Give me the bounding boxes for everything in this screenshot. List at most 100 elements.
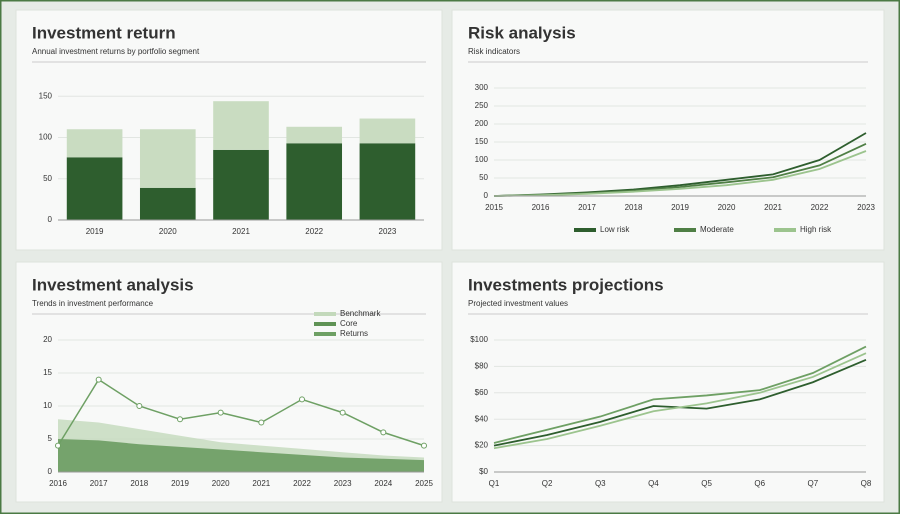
panel	[451, 261, 885, 503]
x-tick-label: 2016	[532, 203, 550, 212]
chart-subtitle: Annual investment returns by portfolio s…	[32, 47, 200, 56]
y-tick-label: $40	[475, 414, 489, 423]
y-tick-label: 20	[43, 335, 52, 344]
x-tick-label: 2017	[90, 479, 108, 488]
x-tick-label: 2017	[578, 203, 596, 212]
chart-subtitle: Projected investment values	[468, 299, 568, 308]
line	[493, 352, 867, 450]
chart-subtitle: Trends in investment performance	[32, 299, 154, 308]
x-tick-label: 2021	[232, 227, 250, 236]
point	[421, 442, 427, 449]
x-tick-label: 2022	[811, 203, 829, 212]
x-tick-label: 2018	[625, 203, 643, 212]
y-tick-label: 0	[48, 215, 53, 224]
panel	[451, 9, 885, 251]
x-tick-label: 2020	[159, 227, 177, 236]
bar	[66, 129, 123, 158]
point	[299, 396, 305, 403]
bar	[213, 101, 269, 150]
x-tick-label: 2019	[671, 203, 689, 212]
legend-swatch	[674, 228, 696, 232]
line	[493, 345, 867, 444]
x-tick-label: 2023	[334, 479, 352, 488]
x-tick-label: 2022	[293, 479, 311, 488]
bar	[139, 187, 196, 220]
x-tick-label: Q7	[808, 479, 819, 488]
x-tick-label: 2025	[415, 479, 433, 488]
y-tick-label: 150	[39, 91, 53, 100]
legend-label: Benchmark	[340, 309, 381, 318]
x-tick-label: 2021	[252, 479, 270, 488]
x-tick-label: Q6	[754, 479, 765, 488]
y-tick-label: 15	[43, 368, 52, 377]
chart-title: Investment analysis	[32, 275, 194, 294]
y-tick-label: 0	[484, 191, 489, 200]
y-tick-label: 5	[48, 434, 53, 443]
chart-title: Investments projections	[468, 275, 664, 294]
x-tick-label: 2023	[857, 203, 875, 212]
y-tick-label: $80	[475, 362, 489, 371]
point	[177, 416, 183, 423]
x-tick-label: 2019	[86, 227, 104, 236]
x-tick-label: Q3	[595, 479, 606, 488]
x-tick-label: 2016	[49, 479, 67, 488]
x-tick-label: 2021	[764, 203, 782, 212]
bar	[213, 149, 269, 220]
legend-label: Returns	[340, 329, 368, 338]
legend-swatch	[314, 322, 336, 326]
x-tick-label: Q4	[648, 479, 659, 488]
chart-subtitle: Risk indicators	[468, 47, 520, 56]
legend-label: Core	[340, 319, 358, 328]
x-tick-label: Q2	[542, 479, 553, 488]
x-tick-label: Q8	[861, 479, 872, 488]
y-tick-label: $0	[479, 467, 488, 476]
legend-label: Low risk	[600, 225, 630, 234]
point	[136, 403, 143, 409]
x-tick-label: 2018	[130, 479, 148, 488]
bar	[359, 118, 416, 144]
legend-swatch	[314, 312, 336, 316]
line	[493, 150, 867, 197]
x-tick-label: Q5	[701, 479, 712, 488]
line	[57, 378, 425, 447]
x-tick-label: 2020	[212, 479, 230, 488]
x-tick-label: 2020	[718, 203, 736, 212]
bar	[359, 143, 416, 220]
y-tick-label: $60	[475, 388, 489, 397]
point	[217, 409, 224, 416]
bar	[286, 143, 343, 220]
bar	[139, 129, 196, 188]
legend-label: High risk	[800, 225, 832, 234]
x-tick-label: 2022	[305, 227, 323, 236]
x-tick-label: Q1	[489, 479, 500, 488]
bar	[286, 126, 343, 144]
y-tick-label: 0	[48, 467, 53, 476]
point	[339, 409, 346, 416]
area	[58, 439, 424, 472]
legend-swatch	[774, 228, 796, 232]
y-tick-label: 150	[475, 137, 489, 146]
chart-title: Investment return	[32, 23, 176, 42]
point	[55, 442, 61, 449]
legend-label: Moderate	[700, 225, 734, 234]
legend-swatch	[314, 332, 336, 336]
x-tick-label: 2015	[485, 203, 503, 212]
point	[258, 419, 265, 426]
x-tick-label: 2019	[171, 479, 189, 488]
chart-title: Risk analysis	[468, 23, 576, 42]
y-tick-label: 50	[43, 174, 52, 183]
y-tick-label: 50	[479, 173, 488, 182]
y-tick-label: 100	[475, 155, 489, 164]
y-tick-label: $20	[475, 441, 489, 450]
point	[95, 376, 102, 383]
y-tick-label: 200	[475, 119, 489, 128]
point	[380, 429, 387, 436]
y-tick-label: 10	[43, 401, 52, 410]
x-tick-label: 2023	[379, 227, 397, 236]
y-tick-label: 100	[39, 133, 53, 142]
y-tick-label: $100	[470, 335, 488, 344]
legend-swatch	[574, 228, 596, 232]
x-tick-label: 2024	[374, 479, 392, 488]
y-tick-label: 250	[475, 101, 489, 110]
